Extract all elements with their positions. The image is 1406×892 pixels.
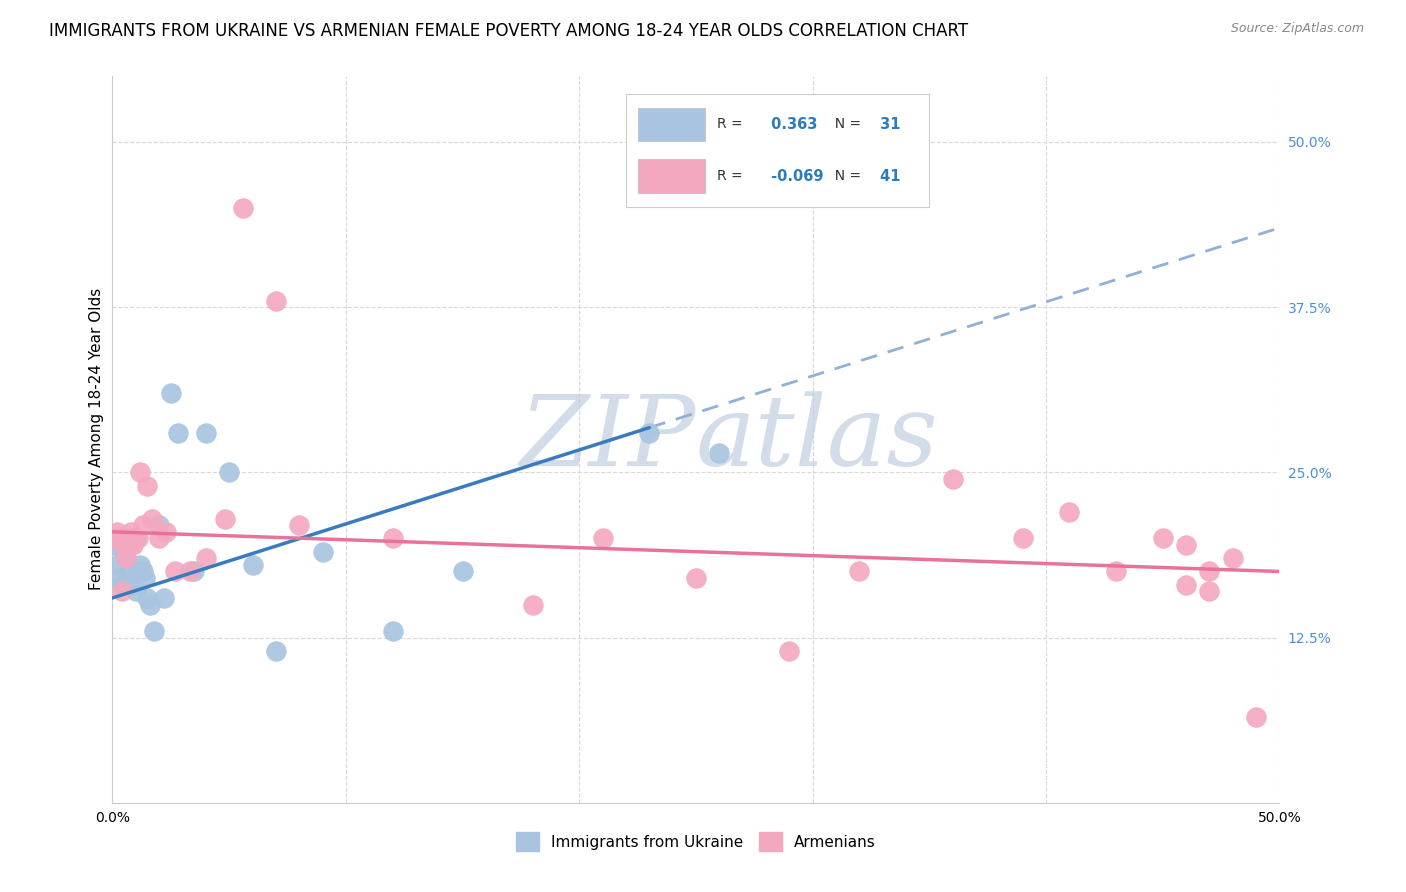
- Point: [160, 386, 183, 401]
- Point: [127, 565, 149, 579]
- Point: [134, 571, 156, 585]
- Text: IMMIGRANTS FROM UKRAINE VS ARMENIAN FEMALE POVERTY AMONG 18-24 YEAR OLDS CORRELA: IMMIGRANTS FROM UKRAINE VS ARMENIAN FEMA…: [49, 22, 969, 40]
- Point: [214, 511, 236, 525]
- Point: [1152, 532, 1174, 546]
- Point: [218, 466, 240, 480]
- Point: [115, 551, 138, 566]
- Point: [1198, 565, 1220, 579]
- Point: [1244, 710, 1267, 724]
- Point: [125, 532, 148, 546]
- Point: [153, 591, 176, 605]
- Point: [148, 532, 170, 546]
- Point: [108, 532, 131, 546]
- Point: [1175, 578, 1198, 592]
- Point: [1198, 584, 1220, 599]
- Point: [108, 571, 131, 585]
- Point: [232, 201, 254, 215]
- Point: [112, 538, 135, 552]
- Point: [1011, 532, 1033, 546]
- Point: [942, 472, 965, 486]
- Point: [709, 445, 731, 459]
- Point: [136, 591, 159, 605]
- Point: [242, 558, 264, 572]
- Y-axis label: Female Poverty Among 18-24 Year Olds: Female Poverty Among 18-24 Year Olds: [89, 288, 104, 591]
- Point: [105, 524, 128, 539]
- Point: [120, 578, 142, 592]
- Point: [143, 624, 166, 638]
- Point: [111, 578, 134, 592]
- Point: [194, 551, 217, 566]
- Point: [194, 425, 217, 440]
- Point: [311, 544, 333, 558]
- Point: [183, 565, 205, 579]
- Point: [104, 538, 127, 552]
- Point: [104, 532, 127, 546]
- Point: [264, 644, 287, 658]
- Point: [127, 532, 149, 546]
- Point: [264, 293, 287, 308]
- Point: [141, 511, 163, 525]
- Point: [155, 524, 177, 539]
- Text: atlas: atlas: [696, 392, 939, 487]
- Point: [1105, 565, 1128, 579]
- Legend: Immigrants from Ukraine, Armenians: Immigrants from Ukraine, Armenians: [510, 826, 882, 857]
- Point: [129, 466, 152, 480]
- Point: [125, 584, 148, 599]
- Point: [288, 518, 311, 533]
- Text: ZIP: ZIP: [520, 392, 696, 487]
- Point: [112, 544, 135, 558]
- Point: [115, 551, 138, 566]
- Point: [118, 565, 141, 579]
- Point: [179, 565, 201, 579]
- Point: [166, 425, 188, 440]
- Point: [381, 532, 404, 546]
- Point: [165, 565, 187, 579]
- Point: [848, 565, 870, 579]
- Point: [1222, 551, 1244, 566]
- Point: [1175, 538, 1198, 552]
- Text: Source: ZipAtlas.com: Source: ZipAtlas.com: [1230, 22, 1364, 36]
- Point: [685, 571, 707, 585]
- Point: [105, 558, 128, 572]
- Point: [1059, 505, 1081, 519]
- Point: [111, 584, 134, 599]
- Point: [136, 478, 159, 492]
- Point: [122, 538, 145, 552]
- Point: [522, 598, 544, 612]
- Point: [132, 565, 155, 579]
- Point: [451, 565, 474, 579]
- Point: [381, 624, 404, 638]
- Point: [118, 538, 141, 552]
- Point: [122, 532, 145, 546]
- Point: [120, 524, 142, 539]
- Point: [778, 644, 800, 658]
- Point: [139, 598, 162, 612]
- Point: [148, 518, 170, 533]
- Point: [129, 558, 152, 572]
- Point: [638, 425, 661, 440]
- Point: [132, 518, 155, 533]
- Point: [592, 532, 614, 546]
